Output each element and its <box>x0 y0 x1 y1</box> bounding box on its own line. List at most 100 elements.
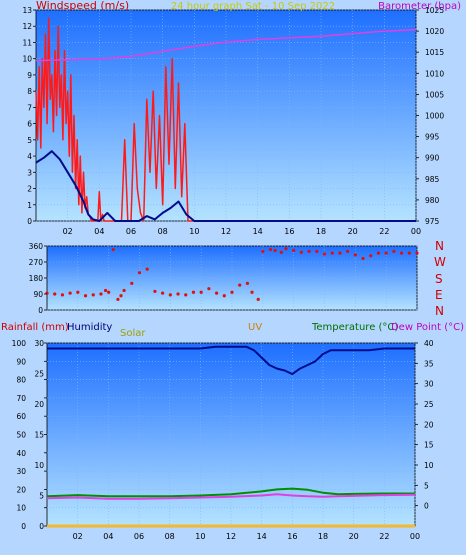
y-tick-label: 6 <box>27 120 32 129</box>
right-tick-label: 1025 <box>425 6 444 15</box>
x-tick-label: 20 <box>348 227 358 236</box>
y-tick-label: 20 <box>16 485 26 494</box>
direction-plot-area <box>46 245 418 311</box>
x-tick-label: 08 <box>158 227 168 236</box>
x-tick-label: 00 <box>410 532 420 541</box>
direction-point <box>103 288 108 293</box>
direction-point <box>168 293 172 297</box>
right-tick-label: 1010 <box>425 69 444 78</box>
right-tick-label: 985 <box>425 175 440 184</box>
direction-point <box>307 249 311 253</box>
temperature-axis-title: Temperature (°C) <box>311 322 398 333</box>
direction-point <box>207 287 211 291</box>
solar-label: Solar <box>120 328 146 339</box>
rain-tick-label: 20 <box>34 400 44 409</box>
direction-point <box>111 247 115 252</box>
direction-point <box>292 248 296 253</box>
direction-point <box>322 252 327 256</box>
rain-tick-label: 15 <box>34 431 44 440</box>
direction-point <box>392 249 396 253</box>
y-tick-label: 70 <box>16 394 26 403</box>
direction-point <box>145 267 149 271</box>
compass-label-w: W <box>434 255 446 269</box>
compass-label-s: S <box>435 272 443 286</box>
direction-point <box>130 281 134 285</box>
direction-point <box>284 247 288 251</box>
y-tick-label: 30 <box>16 467 26 476</box>
right-tick-label: 1020 <box>425 27 444 36</box>
direction-point <box>122 288 126 293</box>
direction-point <box>199 290 203 294</box>
direction-point <box>153 289 157 293</box>
direction-point <box>376 251 381 255</box>
x-tick-label: 10 <box>189 227 199 236</box>
y-tick-label: 360 <box>29 242 44 251</box>
x-tick-label: 10 <box>195 532 205 541</box>
direction-point <box>230 290 234 294</box>
y-tick-label: 0 <box>27 217 32 226</box>
y-tick-label: 1 <box>27 201 32 210</box>
windspeed-line <box>35 17 416 222</box>
right-tick-label: 995 <box>425 133 440 142</box>
x-tick-label: 00 <box>411 227 421 236</box>
y-tick-label: 12 <box>22 22 32 31</box>
direction-point <box>273 248 277 253</box>
y-tick-label: 2 <box>27 185 32 194</box>
x-tick-label: 12 <box>226 532 236 541</box>
y-tick-label: 11 <box>22 38 32 47</box>
y-tick-label: 60 <box>16 412 26 421</box>
direction-point <box>353 253 357 257</box>
direction-point <box>250 290 254 294</box>
direction-point <box>299 250 303 254</box>
y-tick-label: 0 <box>21 522 26 531</box>
y-tick-label: 4 <box>27 152 32 161</box>
y-tick-label: 0 <box>38 306 43 315</box>
direction-point <box>60 293 65 297</box>
right-tick-label: 40 <box>424 339 434 348</box>
direction-point <box>68 291 72 295</box>
y-tick-label: 180 <box>29 274 44 283</box>
right-tick-label: 0 <box>424 502 429 511</box>
y-tick-label: 40 <box>16 449 26 458</box>
y-tick-label: 10 <box>16 504 26 513</box>
right-tick-label: 5 <box>424 481 429 490</box>
right-tick-label: 1005 <box>425 90 444 99</box>
right-tick-label: 15 <box>424 441 434 450</box>
direction-point <box>91 293 95 297</box>
direction-point <box>361 256 365 261</box>
right-tick-label: 20 <box>424 420 434 429</box>
right-tick-label: 1000 <box>425 112 444 121</box>
x-tick-label: 18 <box>316 227 326 236</box>
x-tick-label: 14 <box>253 227 263 236</box>
direction-point <box>116 297 120 301</box>
right-tick-label: 990 <box>425 154 440 163</box>
y-tick-label: 5 <box>27 136 32 145</box>
direction-point <box>338 251 342 255</box>
rainfall-axis-title: Rainfall (mm) <box>1 322 69 333</box>
direction-point <box>369 254 373 258</box>
rain-tick-label: 0 <box>39 522 44 531</box>
rain-tick-label: 5 <box>39 492 44 501</box>
barometer-line <box>35 29 417 62</box>
direction-point <box>184 293 188 297</box>
y-tick-label: 90 <box>16 357 26 366</box>
direction-point <box>176 292 180 296</box>
right-tick-label: 1015 <box>425 48 444 57</box>
direction-point <box>53 292 57 296</box>
direction-point <box>83 294 88 298</box>
direction-point <box>191 290 196 294</box>
compass-label-n-top: N <box>435 239 444 253</box>
x-tick-label: 16 <box>287 532 297 541</box>
direction-point <box>161 291 165 295</box>
x-tick-label: 12 <box>221 227 231 236</box>
direction-point <box>245 281 250 285</box>
direction-point <box>214 291 219 295</box>
direction-point <box>315 249 319 253</box>
x-tick-label: 04 <box>103 532 113 541</box>
direction-point <box>222 294 226 298</box>
x-tick-label: 22 <box>379 532 389 541</box>
wind-axis-title: Windspeed (m/s) <box>36 0 129 12</box>
compass-labels: N W S E N <box>434 239 446 318</box>
average-wind-line <box>35 150 416 222</box>
x-tick-label: 02 <box>63 227 73 236</box>
